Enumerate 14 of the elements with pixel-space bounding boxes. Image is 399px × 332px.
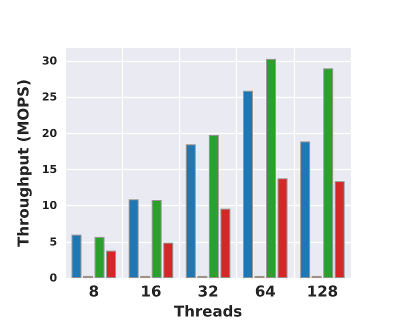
y-tick-label: 10	[42, 199, 58, 212]
x-tick-label: 128	[306, 282, 338, 301]
y-tick-label: 30	[42, 54, 58, 68]
x-tick-label: 64	[254, 282, 276, 301]
y-tick-label: 5	[50, 235, 58, 248]
y-tick-label: 20	[42, 126, 58, 140]
x-tick-label: 16	[140, 282, 162, 301]
y-tick-label: 0	[50, 272, 58, 285]
y-axis-title: Throughput (MOPS)	[14, 79, 32, 247]
y-tick-label: 15	[42, 163, 58, 176]
x-axis-title: Threads	[174, 302, 242, 320]
x-tick-label: 32	[198, 282, 219, 301]
y-tick-label: 25	[42, 90, 58, 104]
x-tick-label: 8	[88, 282, 100, 301]
